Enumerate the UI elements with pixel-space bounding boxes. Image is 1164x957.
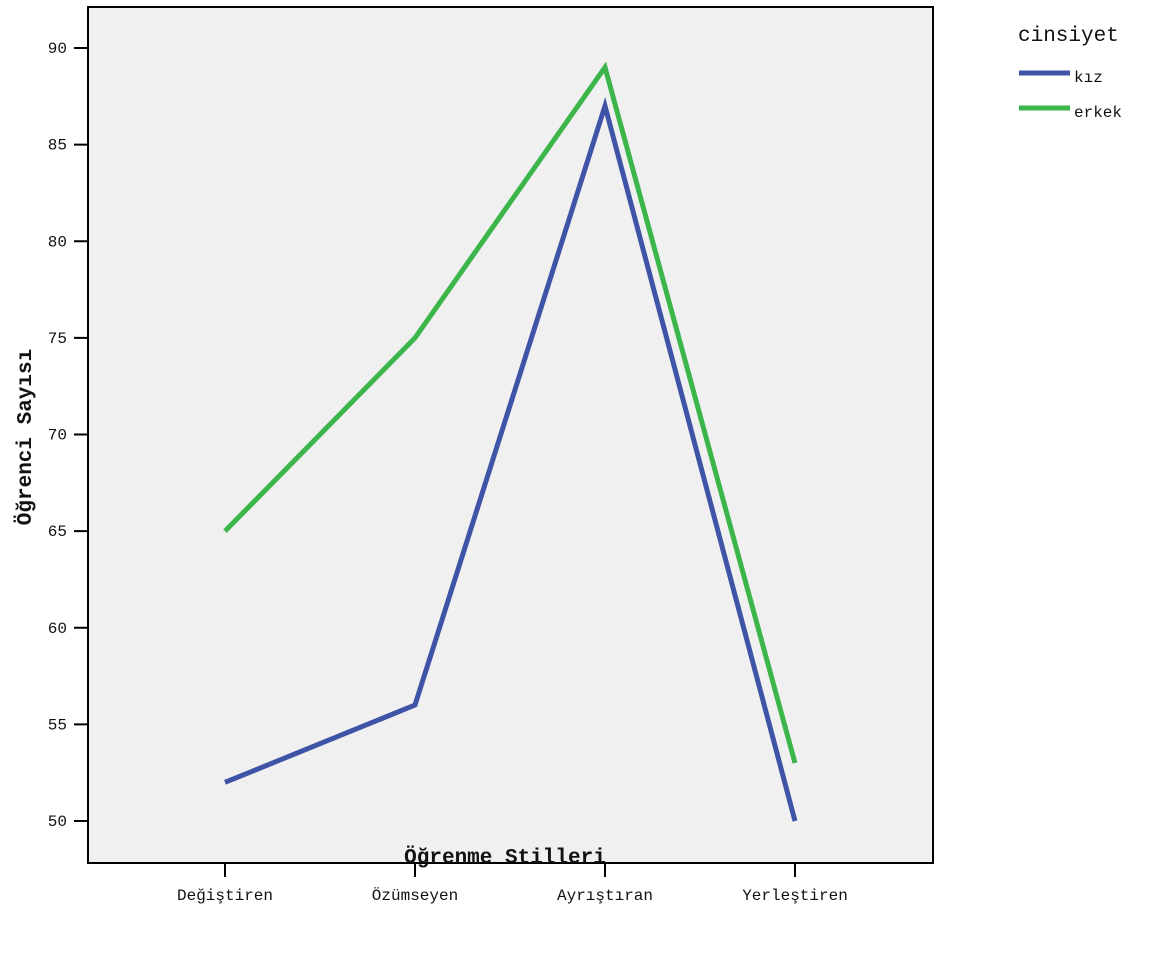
plot-area — [88, 7, 933, 863]
y-tick-label: 55 — [48, 716, 67, 734]
legend: cinsiyet kız erkek — [1018, 25, 1122, 122]
y-tick-label: 50 — [48, 813, 67, 831]
legend-label: erkek — [1074, 104, 1122, 122]
y-tick-label: 90 — [48, 40, 67, 58]
legend-label: kız — [1074, 69, 1103, 87]
y-tick-label: 80 — [48, 233, 67, 251]
x-tick-label: Yerleştiren — [742, 887, 848, 905]
y-tick-label: 75 — [48, 330, 67, 348]
x-tick-label: Değiştiren — [177, 887, 273, 905]
x-axis-title: Öğrenme Stilleri — [404, 846, 606, 870]
y-tick-label: 65 — [48, 523, 67, 541]
y-tick-label: 85 — [48, 137, 67, 155]
x-tick-label: Özümseyen — [372, 886, 458, 905]
y-axis: 50 55 60 65 70 75 80 85 90 — [48, 40, 88, 831]
y-tick-label: 60 — [48, 620, 67, 638]
y-tick-label: 70 — [48, 427, 67, 445]
x-tick-label: Ayrıştıran — [557, 887, 653, 905]
y-axis-title: Öğrenci Sayısı — [14, 349, 38, 525]
legend-title: cinsiyet — [1018, 25, 1119, 48]
